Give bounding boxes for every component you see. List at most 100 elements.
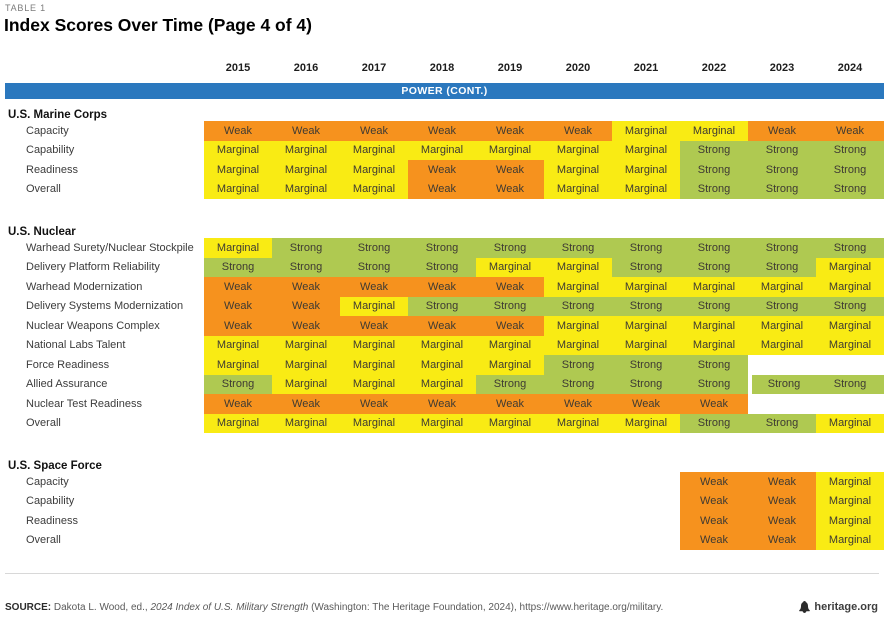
score-cell: Strong bbox=[680, 413, 748, 433]
table-row: Capacity Weak Weak Weak Weak Weak Weak Marginal… bbox=[5, 121, 884, 141]
score-cell: Strong bbox=[680, 355, 748, 375]
table-row: Overall Marginal Marginal Marginal Marginal M… bbox=[5, 413, 884, 433]
score-cell: Weak bbox=[272, 296, 340, 316]
row-label: Warhead Surety/Nuclear Stockpile bbox=[26, 241, 194, 254]
score-cell: Marginal bbox=[204, 335, 272, 355]
score-cell: Marginal bbox=[816, 413, 884, 433]
empty-cell bbox=[408, 511, 476, 531]
score-cell: Strong bbox=[612, 238, 680, 258]
score-cell: Marginal bbox=[680, 316, 748, 336]
table-row: Force Readiness Marginal Marginal Marginal M… bbox=[5, 355, 884, 375]
score-cell: Weak bbox=[680, 491, 748, 511]
score-cell: Strong bbox=[816, 296, 884, 316]
row-label: Readiness bbox=[26, 163, 78, 176]
empty-cell bbox=[748, 355, 816, 375]
score-cell: Weak bbox=[476, 277, 544, 297]
score-cell: Marginal bbox=[612, 316, 680, 336]
score-cell: Weak bbox=[748, 491, 816, 511]
score-cell: Strong bbox=[612, 257, 680, 277]
empty-cell bbox=[272, 472, 340, 492]
empty-cell bbox=[544, 531, 612, 551]
row-label: National Labs Talent bbox=[26, 339, 126, 352]
score-cell: Marginal bbox=[612, 335, 680, 355]
score-cell: Marginal bbox=[340, 140, 408, 160]
score-cell: Marginal bbox=[544, 413, 612, 433]
table-body: U.S. Marine Corps Capacity Weak Weak Weak Wea… bbox=[5, 105, 884, 550]
footer-divider bbox=[5, 573, 879, 574]
score-cell: Weak bbox=[204, 316, 272, 336]
empty-cell bbox=[612, 531, 680, 551]
page-title: Index Scores Over Time (Page 4 of 4) bbox=[4, 15, 312, 35]
table-kicker: TABLE 1 bbox=[5, 3, 46, 13]
table-row: Capability Marginal Marginal Marginal Margin… bbox=[5, 140, 884, 160]
empty-cell bbox=[408, 472, 476, 492]
score-cell: Marginal bbox=[816, 491, 884, 511]
score-cell: Weak bbox=[272, 277, 340, 297]
year-header-2015: 2015 bbox=[225, 62, 251, 74]
source-note: SOURCE: Dakota L. Wood, ed., 2024 Index … bbox=[5, 602, 663, 613]
empty-cell bbox=[612, 511, 680, 531]
score-cell: Strong bbox=[748, 140, 816, 160]
empty-cell bbox=[476, 492, 544, 512]
score-cell: Weak bbox=[408, 277, 476, 297]
empty-cell bbox=[272, 531, 340, 551]
score-cell: Strong bbox=[476, 374, 544, 394]
score-cell: Strong bbox=[748, 160, 816, 180]
empty-cell bbox=[544, 492, 612, 512]
score-cell: Strong bbox=[408, 296, 476, 316]
year-header-2018: 2018 bbox=[429, 62, 455, 74]
empty-cell bbox=[204, 511, 272, 531]
score-cell: Weak bbox=[680, 530, 748, 550]
score-cell: Marginal bbox=[204, 160, 272, 180]
score-cell: Weak bbox=[544, 121, 612, 141]
score-cell: Strong bbox=[816, 374, 884, 394]
score-cell: Marginal bbox=[748, 316, 816, 336]
score-cell: Marginal bbox=[816, 335, 884, 355]
score-cell: Marginal bbox=[748, 277, 816, 297]
score-cell: Strong bbox=[204, 374, 272, 394]
row-label: Overall bbox=[26, 183, 61, 196]
score-cell: Marginal bbox=[272, 413, 340, 433]
source-text-post: (Washington: The Heritage Foundation, 20… bbox=[308, 601, 664, 613]
score-cell: Strong bbox=[612, 355, 680, 375]
score-cell: Strong bbox=[544, 296, 612, 316]
score-cell: Marginal bbox=[816, 316, 884, 336]
table-row: Allied Assurance Strong Marginal Marginal Ma… bbox=[5, 374, 884, 394]
score-cell: Weak bbox=[204, 121, 272, 141]
empty-cell bbox=[408, 531, 476, 551]
score-cell: Marginal bbox=[680, 277, 748, 297]
score-cell: Strong bbox=[680, 257, 748, 277]
score-cell: Marginal bbox=[204, 140, 272, 160]
empty-cell bbox=[544, 511, 612, 531]
score-cell: Marginal bbox=[612, 121, 680, 141]
score-cell: Marginal bbox=[544, 335, 612, 355]
score-cell: Marginal bbox=[204, 413, 272, 433]
table-row: Delivery Platform Reliability Strong Stron… bbox=[5, 257, 884, 277]
score-cell: Strong bbox=[612, 296, 680, 316]
score-cell: Weak bbox=[748, 530, 816, 550]
score-cell: Marginal bbox=[204, 179, 272, 199]
score-cell: Weak bbox=[408, 394, 476, 414]
score-cell: Marginal bbox=[476, 257, 544, 277]
row-label: Capacity bbox=[26, 475, 69, 488]
table-row: National Labs Talent Marginal Marginal Marg… bbox=[5, 335, 884, 355]
score-cell: Marginal bbox=[612, 160, 680, 180]
table-row: Delivery Systems Modernization Weak Weak Ma… bbox=[5, 296, 884, 316]
table-row: Warhead Modernization Weak Weak Weak Weak Wea… bbox=[5, 277, 884, 297]
score-cell: Marginal bbox=[748, 335, 816, 355]
row-label: Nuclear Weapons Complex bbox=[26, 319, 160, 332]
empty-cell bbox=[408, 492, 476, 512]
source-label: SOURCE: bbox=[5, 601, 52, 613]
empty-cell bbox=[340, 511, 408, 531]
score-cell: Marginal bbox=[408, 374, 476, 394]
empty-cell bbox=[204, 531, 272, 551]
year-header-row: 2015 2016 2017 2018 2019 2020 2021 2022 2023 2024 bbox=[5, 60, 884, 76]
score-cell: Marginal bbox=[340, 335, 408, 355]
row-label: Capability bbox=[26, 495, 75, 508]
score-cell: Marginal bbox=[340, 160, 408, 180]
score-cell: Weak bbox=[680, 394, 748, 414]
score-cell: Strong bbox=[680, 140, 748, 160]
score-cell: Marginal bbox=[680, 335, 748, 355]
score-cell: Weak bbox=[544, 394, 612, 414]
year-header-2024: 2024 bbox=[837, 62, 863, 74]
